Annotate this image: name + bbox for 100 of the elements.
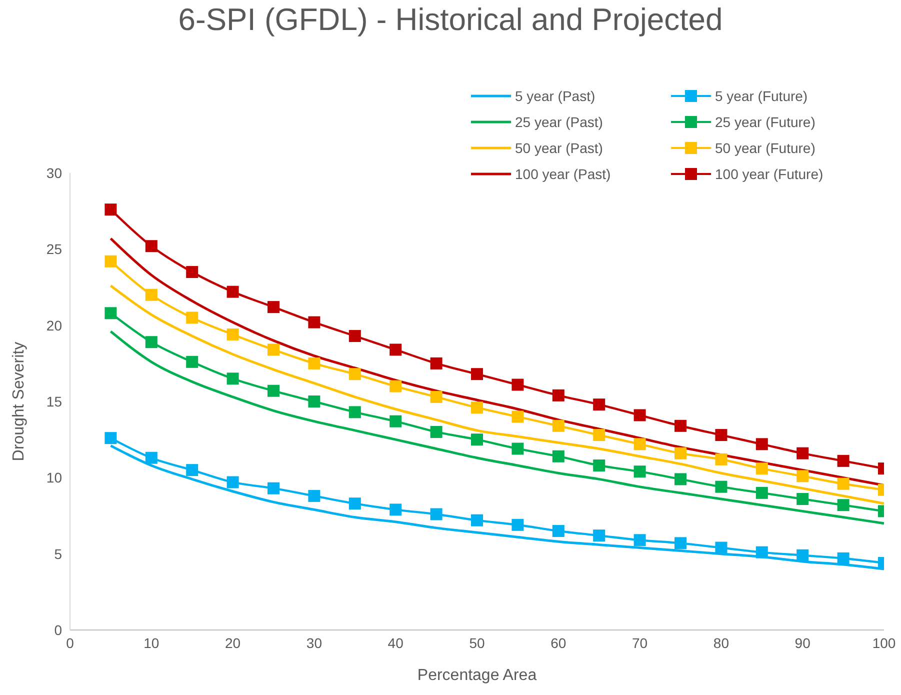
legend-label: 100 year (Future) xyxy=(715,166,824,182)
point xyxy=(348,498,361,510)
point xyxy=(837,454,850,467)
point xyxy=(715,453,728,466)
point xyxy=(837,478,850,490)
point xyxy=(104,255,117,268)
point xyxy=(796,470,809,482)
legend-label: 50 year (Past) xyxy=(515,140,603,156)
legend-label: 100 year (Past) xyxy=(515,166,611,182)
point xyxy=(268,482,280,494)
point xyxy=(186,464,198,476)
point xyxy=(634,534,646,546)
y-tick-label: 0 xyxy=(54,622,62,638)
point xyxy=(715,480,728,493)
x-tick-label: 20 xyxy=(225,634,241,651)
point xyxy=(430,390,442,403)
point xyxy=(674,537,686,550)
point xyxy=(226,328,239,340)
x-tick-label: 30 xyxy=(306,634,322,651)
x-tick-label: 40 xyxy=(388,634,404,651)
point xyxy=(674,447,686,460)
point xyxy=(145,336,158,348)
x-tick-label: 80 xyxy=(713,634,730,651)
point xyxy=(186,356,198,368)
point xyxy=(471,368,483,380)
point xyxy=(390,504,402,516)
point xyxy=(145,240,158,252)
point xyxy=(390,344,402,356)
point xyxy=(268,384,280,397)
point xyxy=(471,514,483,526)
point xyxy=(593,398,606,411)
point xyxy=(145,288,158,301)
point xyxy=(430,508,442,520)
point xyxy=(226,372,239,385)
y-axis-title: Drought Severity xyxy=(10,342,28,462)
x-tick-label: 100 xyxy=(872,634,896,651)
chart-title: 6-SPI (GFDL) - Historical and Projected xyxy=(177,2,724,38)
line-series xyxy=(109,284,884,505)
point xyxy=(715,429,728,442)
point xyxy=(226,286,239,298)
point xyxy=(837,552,850,564)
point xyxy=(512,442,524,455)
point xyxy=(308,490,320,502)
point xyxy=(308,357,320,370)
point xyxy=(674,473,686,486)
point xyxy=(390,415,402,428)
point xyxy=(104,432,117,444)
point xyxy=(796,447,809,460)
point xyxy=(552,420,564,432)
point xyxy=(552,389,564,402)
point xyxy=(104,204,117,216)
point xyxy=(226,476,239,488)
point xyxy=(674,420,686,432)
point xyxy=(796,492,809,505)
point xyxy=(634,409,646,422)
point xyxy=(104,307,117,320)
x-tick-label: 0 xyxy=(66,634,74,651)
point xyxy=(756,438,768,450)
point xyxy=(593,429,606,442)
point xyxy=(308,316,320,328)
point xyxy=(186,312,198,324)
point xyxy=(593,530,606,542)
y-tick-label: 30 xyxy=(46,164,62,181)
x-tick-label: 60 xyxy=(550,634,566,651)
point xyxy=(348,406,361,418)
y-tick-label: 5 xyxy=(54,546,62,562)
point xyxy=(268,344,280,356)
legend-label: 25 year (Future) xyxy=(715,114,816,130)
legend-label: 5 year (Future) xyxy=(715,88,808,104)
point xyxy=(348,330,361,342)
point xyxy=(593,459,606,472)
point xyxy=(186,266,198,278)
point xyxy=(512,518,524,531)
point xyxy=(715,542,728,554)
point xyxy=(634,438,646,450)
point xyxy=(430,426,442,438)
point xyxy=(471,402,483,414)
point xyxy=(430,357,442,370)
point xyxy=(634,466,646,478)
x-tick-label: 50 xyxy=(469,634,485,651)
point xyxy=(512,410,524,423)
x-axis-title: Percentage Area xyxy=(417,667,537,684)
point xyxy=(756,546,768,558)
point xyxy=(308,396,320,408)
point xyxy=(348,368,361,380)
x-tick-label: 10 xyxy=(144,634,160,651)
y-tick-label: 20 xyxy=(46,317,62,334)
point xyxy=(512,378,524,391)
point xyxy=(756,462,768,475)
x-tick-label: 90 xyxy=(794,634,811,651)
legend-label: 5 year (Past) xyxy=(515,88,596,104)
point xyxy=(145,452,158,464)
point xyxy=(837,499,850,512)
point xyxy=(796,549,809,562)
legend-label: 25 year (Past) xyxy=(515,114,603,130)
x-tick-label: 70 xyxy=(632,634,648,651)
point xyxy=(390,380,402,392)
point xyxy=(552,450,564,462)
point xyxy=(552,524,564,537)
y-tick-label: 10 xyxy=(46,470,62,486)
